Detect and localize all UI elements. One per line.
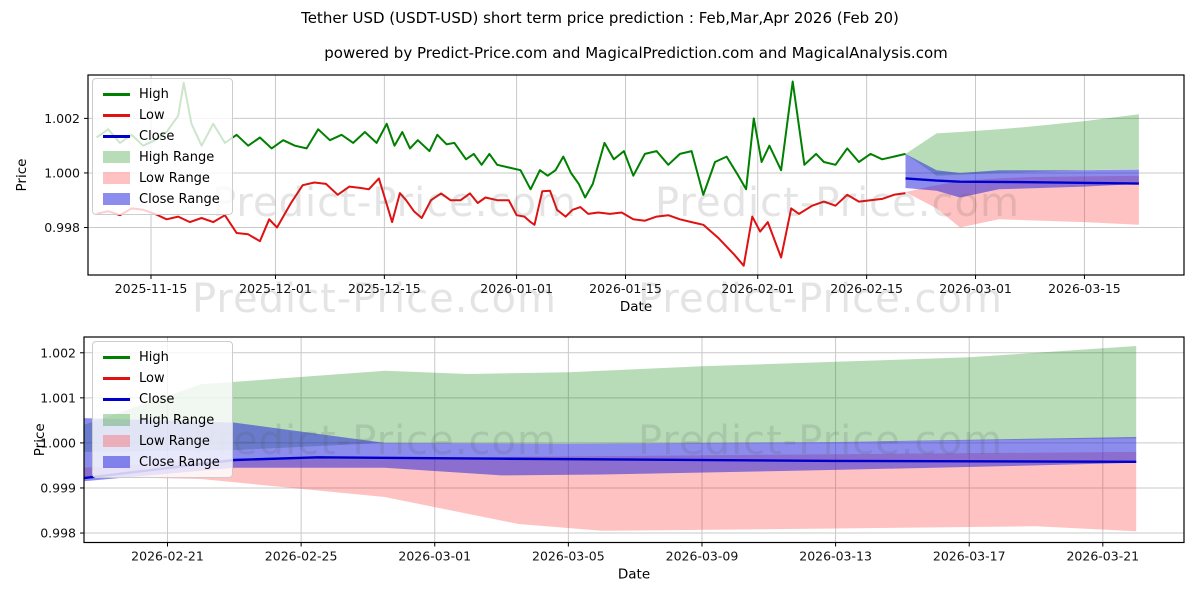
legend-item-close-range: Close Range <box>103 191 220 207</box>
legend-item-high: High <box>103 349 220 365</box>
x-tick-label: 2025-11-15 <box>115 281 188 296</box>
y-tick-label: 1.002 <box>44 111 80 126</box>
y-tick-label: 0.998 <box>40 526 76 541</box>
close-range-band <box>905 153 1139 198</box>
figure-title: Tether USD (USDT-USD) short term price p… <box>301 9 899 27</box>
legend-item-close: Close <box>103 128 220 144</box>
y-tick-label: 1.001 <box>40 390 76 405</box>
plot-border <box>83 336 1185 544</box>
legend-item-close: Close <box>103 391 220 407</box>
legend-item-label: High Range <box>139 412 215 428</box>
x-tick-label: 2026-01-15 <box>589 281 662 296</box>
x-tick-label: 2026-02-25 <box>265 549 338 564</box>
legend-item-low-range: Low Range <box>103 170 220 186</box>
chart-2-legend: High Low Close High Range Low Range Close Ran… <box>92 341 233 478</box>
x-tick-label: 2026-03-05 <box>532 549 605 564</box>
legend-item-close-range: Close Range <box>103 454 220 470</box>
y-tick-label: 1.000 <box>40 435 76 450</box>
legend-item-high: High <box>103 86 220 102</box>
y-tick-label: 1.002 <box>40 345 76 360</box>
x-tick-label: 2026-03-21 <box>1066 549 1139 564</box>
legend-item-high-range: High Range <box>103 149 220 165</box>
legend-line-swatch <box>103 397 130 401</box>
x-axis-label: Date <box>620 299 652 315</box>
legend-item-low-range: Low Range <box>103 433 220 449</box>
legend-line-swatch <box>103 376 130 380</box>
legend-item-label: High <box>139 86 169 102</box>
legend-patch-swatch <box>103 414 130 426</box>
low-line <box>96 177 906 267</box>
x-tick-label: 2026-03-17 <box>933 549 1006 564</box>
close-range-band <box>84 418 1137 482</box>
plot-border <box>87 74 1185 276</box>
legend-line-swatch <box>103 134 130 138</box>
y-axis-label: Price <box>14 159 30 192</box>
legend-line-swatch <box>103 92 130 96</box>
high-range-band <box>84 346 1137 452</box>
chart-1-legend: High Low Close High Range Low Range Close Ran… <box>92 78 233 215</box>
figure-subtitle: powered by Predict-Price.com and Magical… <box>324 44 948 62</box>
x-tick-label: 2026-02-21 <box>131 549 204 564</box>
high-range-band <box>905 114 1139 176</box>
legend-item-high-range: High Range <box>103 412 220 428</box>
legend-item-label: Close <box>139 128 175 144</box>
legend-patch-swatch <box>103 151 130 163</box>
legend-patch-swatch <box>103 435 130 447</box>
low-range-band <box>84 451 1137 532</box>
legend-item-label: Low <box>139 370 165 386</box>
y-tick-label: 1.000 <box>44 165 80 180</box>
y-tick-label: 0.998 <box>44 220 80 235</box>
high-line <box>96 80 906 199</box>
legend-item-low: Low <box>103 370 220 386</box>
x-tick-label: 2026-01-01 <box>480 281 553 296</box>
legend-item-low: Low <box>103 107 220 123</box>
x-tick-label: 2026-03-15 <box>1048 281 1121 296</box>
x-tick-label: 2026-03-13 <box>799 549 872 564</box>
x-tick-label: 2026-02-01 <box>721 281 794 296</box>
legend-item-label: Close <box>139 391 175 407</box>
x-tick-label: 2026-02-15 <box>830 281 903 296</box>
x-tick-label: 2025-12-15 <box>348 281 421 296</box>
legend-patch-swatch <box>103 172 130 184</box>
legend-item-label: Close Range <box>139 191 220 207</box>
x-tick-label: 2026-03-09 <box>666 549 739 564</box>
legend-patch-swatch <box>103 456 130 468</box>
legend-item-label: Low <box>139 107 165 123</box>
legend-line-swatch <box>103 113 130 117</box>
legend-item-label: Close Range <box>139 454 220 470</box>
close-line <box>905 177 1139 185</box>
x-tick-label: 2026-03-01 <box>939 281 1012 296</box>
x-axis-label: Date <box>618 567 650 583</box>
y-axis-label: Price <box>32 423 48 456</box>
x-tick-label: 2025-12-01 <box>239 281 312 296</box>
legend-item-label: High <box>139 349 169 365</box>
legend-item-label: High Range <box>139 149 215 165</box>
legend-item-label: Low Range <box>139 433 210 449</box>
legend-item-label: Low Range <box>139 170 210 186</box>
y-tick-label: 0.999 <box>40 480 76 495</box>
legend-patch-swatch <box>103 193 130 205</box>
x-tick-label: 2026-03-01 <box>398 549 471 564</box>
legend-line-swatch <box>103 355 130 359</box>
